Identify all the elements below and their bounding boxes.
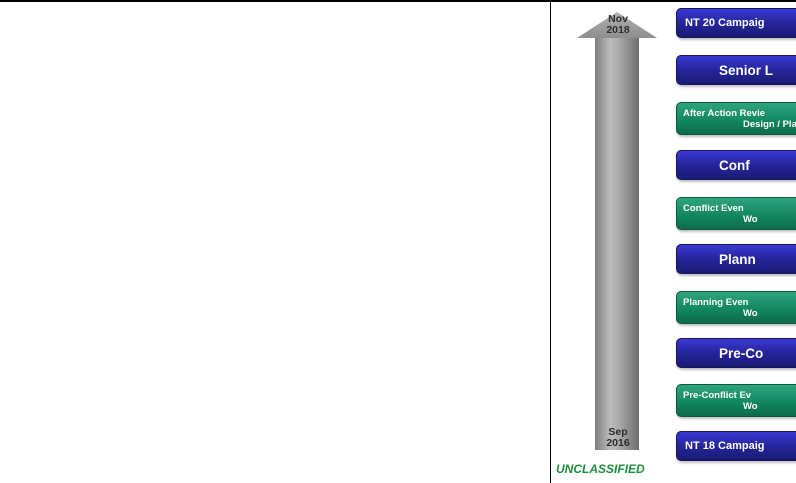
event-label-line1: After Action Revie	[683, 107, 765, 119]
event-box: Plann	[676, 244, 796, 274]
top-border-rule	[0, 0, 796, 2]
event-label-line1: Plann	[719, 251, 756, 267]
timeline-arrow-icon	[577, 12, 657, 450]
timeline-end-date: Nov 2018	[606, 13, 630, 36]
event-box: Conf	[676, 150, 796, 180]
event-label-line1: Pre-Co	[719, 345, 764, 361]
event-label-line1: Planning Even	[683, 296, 749, 308]
event-label-line2: Wo	[743, 400, 758, 412]
event-label-line1: NT 18 Campaig	[685, 440, 765, 452]
event-box: Planning Even Wo	[676, 291, 796, 324]
event-label-line1: Senior L	[719, 62, 774, 78]
event-box: Conflict Even Wo	[676, 197, 796, 230]
event-box: Senior L	[676, 55, 796, 85]
event-box: Pre-Co	[676, 338, 796, 368]
event-label-line1: Conf	[719, 157, 750, 173]
event-box: After Action Revie Design / Pla	[676, 102, 796, 135]
event-box: NT 20 Campaig	[676, 8, 796, 38]
event-label-line1: NT 20 Campaig	[685, 17, 765, 29]
event-label-line1: Conflict Even	[683, 202, 744, 214]
classification-marking: UNCLASSIFIED	[556, 462, 645, 476]
event-box: Pre-Conflict Ev Wo	[676, 384, 796, 417]
event-label-line2: Wo	[743, 307, 758, 319]
event-label-line2: Design / Pla	[743, 118, 796, 130]
timeline-start-date: Sep 2016	[606, 426, 630, 449]
left-content-panel	[0, 2, 551, 483]
event-label-line1: Pre-Conflict Ev	[683, 389, 752, 401]
event-box: NT 18 Campaig	[676, 431, 796, 461]
event-label-line2: Wo	[743, 213, 758, 225]
